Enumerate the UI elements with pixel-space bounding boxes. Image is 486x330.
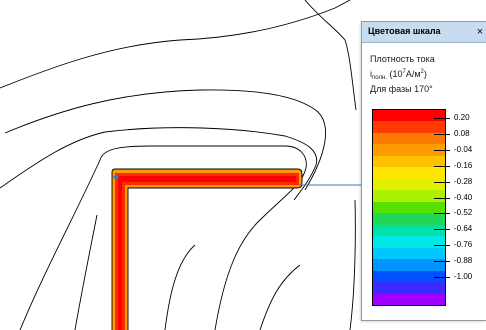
contour-line [19, 145, 307, 330]
busbar-core [118, 176, 296, 330]
probe-marker [113, 174, 119, 180]
contour-lines [0, 0, 357, 330]
unit-area-exponent: 2 [420, 69, 424, 75]
contour-line [304, 0, 357, 111]
quantity-symbol: i [370, 69, 372, 79]
color-band [373, 270, 445, 283]
scale-tick [434, 277, 450, 278]
busbar-outline [111, 168, 303, 330]
scale-tick [434, 149, 450, 151]
color-scale-window[interactable]: Цветовая шкала × Плотность тока iполн. (… [361, 21, 486, 321]
conductor-busbar [111, 168, 303, 330]
scale-tick-label: 0.08 [454, 128, 470, 138]
scale-tick [434, 229, 450, 231]
unit-exponent: 7 [402, 69, 406, 75]
caption-phase: Для фазы 170° [370, 84, 433, 94]
busbar-fill-inner [115, 173, 299, 330]
unit-open: (10 [389, 69, 403, 79]
scale-tick-label: -1.00 [454, 272, 473, 281]
color-band [373, 167, 445, 180]
color-band [373, 236, 445, 249]
scale-tick-label: 0.20 [454, 113, 470, 122]
unit-middle: A/м [405, 69, 421, 79]
scale-tick [434, 213, 450, 215]
color-band [373, 178, 445, 191]
color-band [373, 190, 445, 203]
color-band [373, 110, 445, 123]
color-band [373, 144, 445, 157]
close-button[interactable]: × [476, 26, 484, 38]
contour-line [4, 89, 326, 191]
scale-tick-label: -0.88 [454, 256, 473, 266]
color-band [373, 132, 445, 145]
color-band [373, 155, 445, 168]
busbar-fill-outer [112, 169, 302, 330]
scale-tick [434, 118, 450, 119]
caption-quantity: Плотность тока [370, 54, 435, 64]
color-band [373, 213, 445, 226]
scale-tick-label: -0.16 [454, 160, 473, 170]
contour-line [259, 264, 301, 330]
scale-tick-label: -0.04 [454, 144, 473, 154]
scale-tick-label: -0.40 [454, 192, 473, 202]
scale-tick-label: -0.28 [454, 176, 473, 186]
color-band [373, 282, 445, 295]
caption-unit: iполн. (107A/м2) [370, 69, 427, 81]
contour-line [0, 0, 351, 89]
quantity-subscript: полн. [372, 75, 387, 81]
unit-close: ) [423, 69, 427, 79]
color-band [373, 259, 445, 272]
contour-line [164, 244, 196, 330]
color-band [373, 201, 445, 214]
scale-tick [434, 133, 450, 135]
contour-line [349, 199, 356, 330]
scale-tick [434, 245, 450, 247]
color-scale-bar [372, 109, 446, 306]
color-band [373, 247, 445, 260]
scale-tick-label: -0.52 [454, 208, 473, 218]
scale-tick [434, 165, 450, 167]
color-band [373, 224, 445, 237]
window-titlebar[interactable]: Цветовая шкала × [362, 22, 486, 43]
scale-tick [434, 197, 450, 199]
scale-tick [434, 181, 450, 183]
scale-tick-label: -0.64 [454, 224, 473, 234]
window-title: Цветовая шкала [368, 26, 441, 36]
color-band [373, 121, 445, 134]
scale-tick-label: -0.76 [454, 240, 473, 250]
contour-line [74, 214, 98, 330]
scale-tick [434, 261, 450, 263]
color-band [373, 293, 445, 305]
contour-line [0, 127, 318, 201]
